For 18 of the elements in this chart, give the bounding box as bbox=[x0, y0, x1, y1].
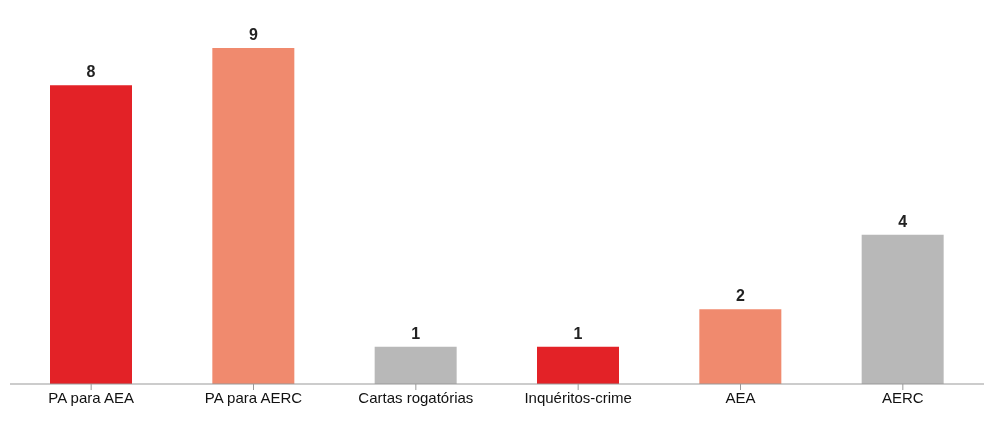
data-label: 1 bbox=[411, 324, 421, 342]
bar bbox=[50, 85, 132, 384]
data-label: 1 bbox=[573, 324, 583, 342]
x-tick-label: Inquéritos-crime bbox=[524, 388, 632, 406]
data-label: 8 bbox=[86, 63, 96, 81]
bar bbox=[861, 234, 944, 384]
bar bbox=[374, 346, 457, 384]
x-tick-label: AEA bbox=[725, 388, 756, 406]
data-label: 2 bbox=[735, 287, 745, 305]
x-tick-label: PA para AERC bbox=[204, 388, 303, 406]
x-tick-label: Cartas rogatórias bbox=[358, 388, 474, 406]
bar bbox=[699, 309, 782, 384]
bar bbox=[537, 346, 619, 384]
x-tick-label: PA para AEA bbox=[48, 388, 134, 406]
data-label: 4 bbox=[898, 212, 908, 230]
bar bbox=[212, 48, 295, 384]
x-tick-label: AERC bbox=[881, 388, 924, 406]
data-label: 9 bbox=[248, 26, 258, 43]
